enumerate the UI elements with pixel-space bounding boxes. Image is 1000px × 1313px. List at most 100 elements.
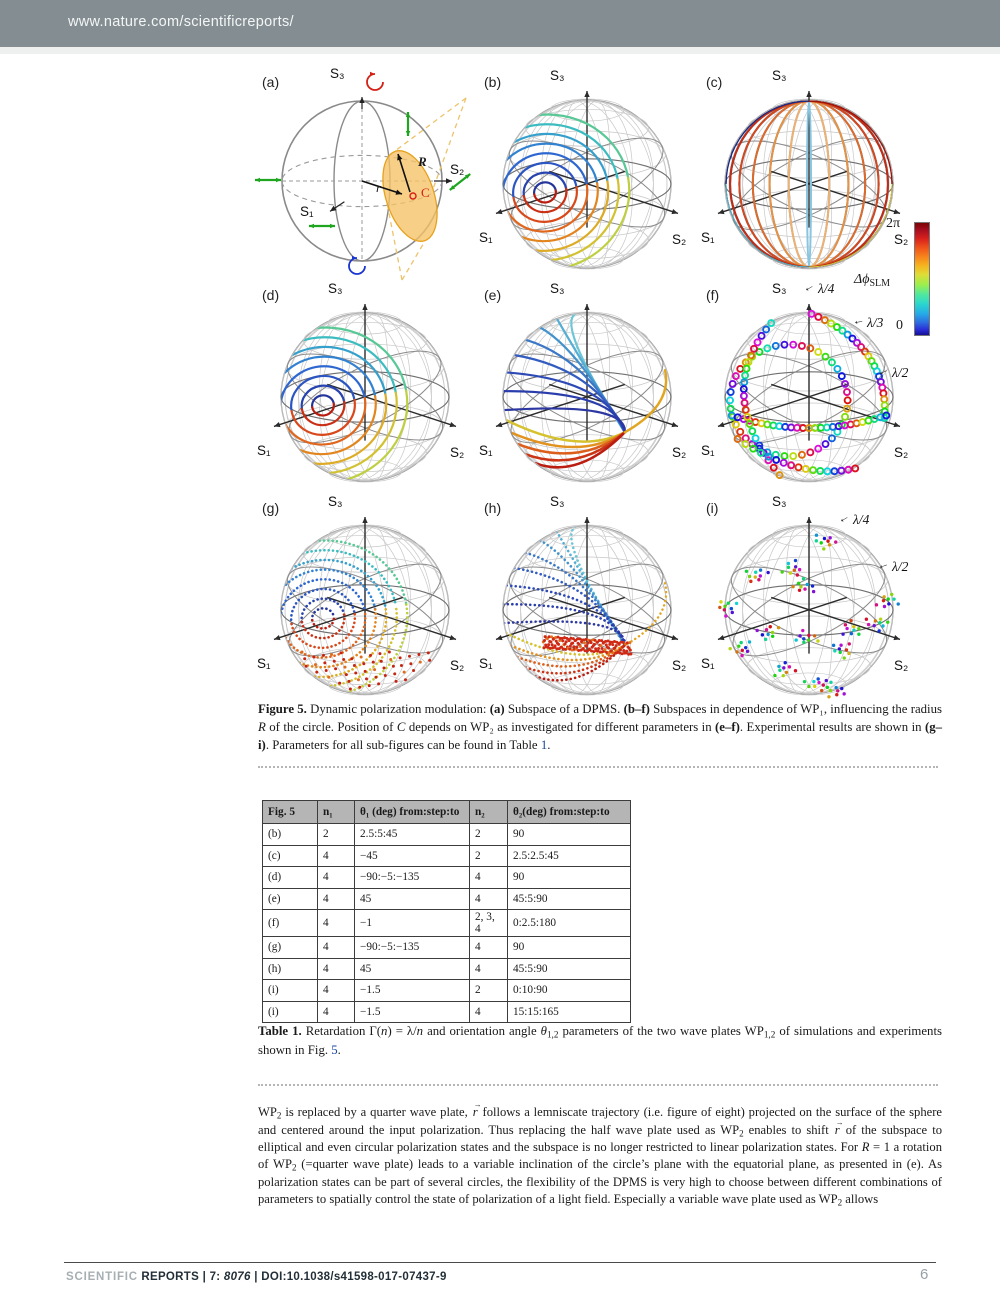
center-label: C	[421, 185, 430, 200]
axis-label-s1: S₁	[479, 443, 493, 458]
colorbar-min-label: 0	[896, 318, 903, 333]
site-url: www.nature.com/scientificreports/	[68, 14, 294, 30]
col-header: n₂	[469, 800, 508, 824]
annotation-lambda3: →λ/3	[851, 315, 884, 332]
figure-caption: Figure 5. Dynamic polarization modulatio…	[258, 702, 943, 753]
table-1-link[interactable]: 1	[540, 738, 548, 753]
poincare-sphere	[717, 91, 901, 270]
axis-label-s3: S₃	[550, 281, 565, 296]
axis-label-s3: S₃	[772, 68, 787, 83]
radius-label: R	[418, 154, 427, 169]
panel-label: (i)	[706, 500, 719, 516]
fig-5-link[interactable]: 5	[331, 1043, 338, 1058]
annotation-lambda2: →λ/2	[876, 559, 909, 577]
figure-panel-h: (h) S₃ S₁ S₂	[474, 492, 699, 707]
figure-panel-g: (g) S₃ S₁ S₂	[252, 492, 477, 707]
phase-colorbar	[914, 222, 930, 336]
footer: SCIENTIFIC REPORTS | 7: 8076 | DOI:10.10…	[66, 1271, 447, 1283]
poincare-sphere	[495, 304, 679, 483]
axis-label-s3: S₃	[328, 494, 343, 509]
footer-rule	[64, 1262, 936, 1263]
dotted-separator	[258, 766, 938, 768]
axis-label-s3: S₃	[550, 494, 565, 509]
table-1: Fig. 5 n₁ θ₁ (deg) from:step:to n₂ θ₂(de…	[262, 800, 631, 1023]
poincare-sphere	[495, 517, 679, 696]
axis-label-s1: S₁	[701, 656, 715, 671]
figure-panel-e: (e) S₃ S₁ S₂	[474, 279, 699, 494]
axis-label-s1: S₁	[300, 204, 314, 219]
table-row: (f) 4 −1 2, 3, 4 0:2.5:180	[262, 909, 631, 937]
site-header-bar: www.nature.com/scientificreports/	[0, 0, 1000, 47]
axis-label-s1: S₁	[701, 230, 715, 245]
table-caption: Table 1. Retardation Γ(n) = λ/n and orie…	[258, 1024, 942, 1058]
axis-label-s1: S₁	[701, 443, 715, 458]
panel-label: (h)	[484, 500, 502, 516]
axis-label-s2: S₂	[450, 658, 465, 673]
poincare-sphere	[495, 91, 679, 270]
callout-arrow-icon: →	[876, 559, 893, 577]
panel-label: (e)	[484, 287, 502, 303]
table-row: (i) 4 −1.5 4 15:15:165	[262, 1000, 631, 1023]
axis-label-s2: S₂	[894, 658, 909, 673]
table-header-row: Fig. 5 n₁ θ₁ (deg) from:step:to n₂ θ₂(de…	[262, 800, 631, 824]
panel-label: (a)	[262, 74, 280, 90]
panel-label: (b)	[484, 74, 502, 90]
axis-label-s3: S₃	[330, 66, 345, 81]
article-number: 8076	[223, 1271, 251, 1283]
figure-panel-i: (i) S₃ S₁ S₂ →λ/4 →λ/2	[696, 492, 921, 707]
vector-r: r	[473, 1105, 478, 1119]
vector-label: r	[376, 180, 382, 195]
vector-r: r	[835, 1123, 840, 1137]
figure-panel-a: (a) S₃ S₁ S₂ R r C	[252, 66, 477, 281]
axis-label-s3: S₃	[772, 281, 787, 296]
callout-arrow-icon: →	[836, 511, 854, 530]
axis-label-s2: S₂	[672, 658, 687, 673]
panel-label: (g)	[262, 500, 280, 516]
axis-label-s2: S₂	[450, 445, 465, 460]
body-paragraph: WP2 is replaced by a quarter wave plate,…	[258, 1104, 942, 1209]
axis-label-s1: S₁	[257, 443, 271, 458]
poincare-sphere	[273, 304, 457, 483]
poincare-sphere	[717, 517, 901, 699]
table-row: (b) 2 2.5:5:45 2 90	[262, 823, 631, 846]
axis-label-s3: S₃	[550, 68, 565, 83]
panel-label: (c)	[706, 74, 723, 90]
table-row: (h) 4 45 4 45:5:90	[262, 957, 631, 980]
figure-panel-d: (d) S₃ S₁ S₂	[252, 279, 477, 494]
col-header: Fig. 5	[262, 800, 318, 824]
panel-label: (d)	[262, 287, 280, 303]
table-row: (e) 4 45 4 45:5:90	[262, 887, 631, 910]
poincare-sphere-schematic	[255, 71, 471, 281]
journal-name-part1: SCIENTIFIC	[66, 1271, 138, 1283]
poincare-sphere	[717, 304, 901, 483]
axis-label-s2: S₂	[894, 445, 909, 460]
table-row: (c) 4 −45 2 2.5:2.5:45	[262, 844, 631, 867]
axis-label-s1: S₁	[479, 230, 493, 245]
doi: DOI:10.1038/s41598-017-07437-9	[261, 1271, 447, 1283]
poincare-sphere	[273, 517, 457, 696]
journal-name-part2: REPORTS	[137, 1271, 200, 1283]
dotted-separator	[258, 1084, 938, 1086]
axis-label-s2: S₂	[450, 162, 465, 177]
callout-arrow-icon: →	[875, 365, 893, 383]
table-row: (i) 4 −1.5 2 0:10:90	[262, 979, 631, 1002]
axis-label-s2: S₂	[894, 232, 909, 247]
col-header: θ₁ (deg) from:step:to	[354, 800, 470, 824]
table-row: (g) 4 −90:−5:−135 4 90	[262, 936, 631, 959]
colorbar-axis-label: ΔϕSLM	[854, 272, 891, 289]
figure-panel-f: (f) S₃ S₁ S₂ →λ/4 →λ/3 →λ/2	[696, 279, 921, 494]
axis-label-s1: S₁	[257, 656, 271, 671]
annotation-lambda4: →λ/4	[836, 511, 870, 530]
figure-5: (a) S₃ S₁ S₂ R r C (b) S₃ S₁ S₂ (c) S₃ S…	[252, 66, 964, 699]
table-row: (d) 4 −90:−5:−135 4 90	[262, 866, 631, 889]
panel-label: (f)	[706, 287, 720, 303]
col-header: n₁	[317, 800, 355, 824]
page-number: 6	[920, 1266, 929, 1283]
figure-panel-c: (c) S₃ S₁ S₂	[696, 66, 921, 281]
colorbar-max-label: 2π	[886, 216, 901, 231]
col-header: θ₂(deg) from:step:to	[507, 800, 631, 824]
annotation-lambda2: →λ/2	[875, 365, 909, 383]
axis-label-s3: S₃	[328, 281, 343, 296]
callout-arrow-icon: →	[851, 316, 867, 332]
